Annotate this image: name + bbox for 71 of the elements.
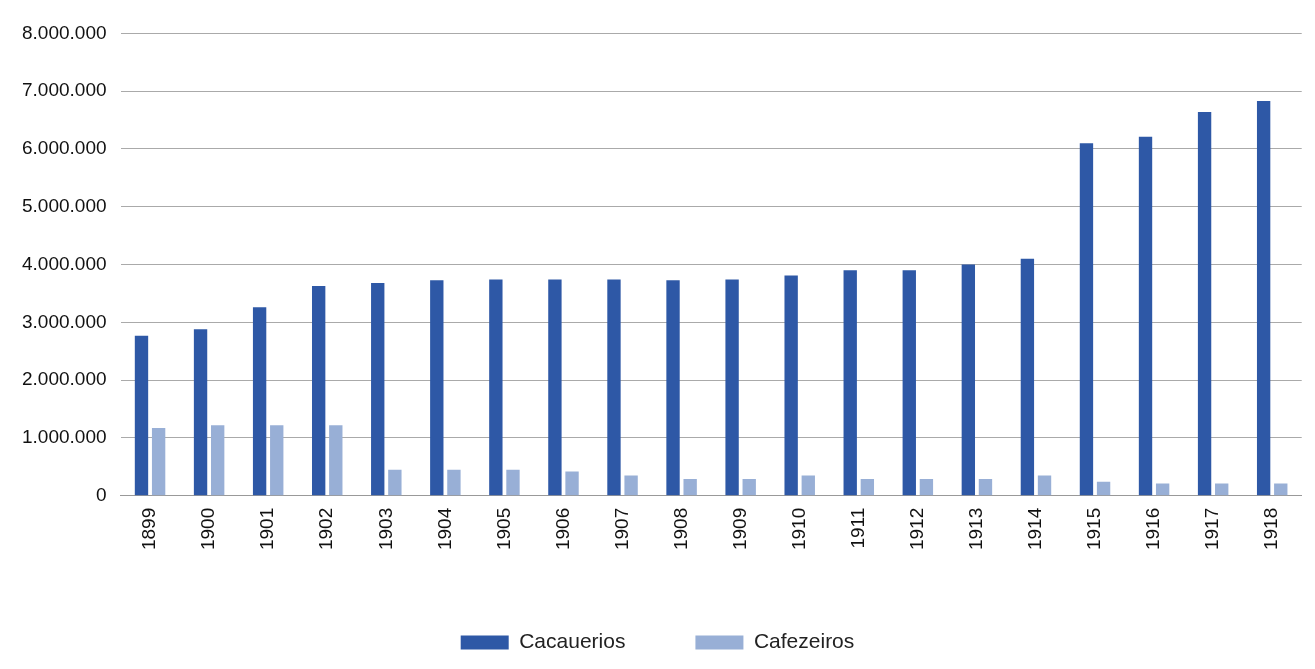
x-tick-label: 1906	[551, 507, 573, 551]
bar	[1215, 483, 1229, 496]
bar	[1138, 136, 1153, 496]
y-tick-label: 7.000.000	[21, 79, 107, 101]
bar	[371, 283, 385, 496]
bar	[978, 478, 993, 496]
x-tick-label: 1901	[256, 507, 278, 551]
bar	[447, 469, 461, 496]
x-tick-label: 1905	[492, 507, 514, 551]
bar	[506, 469, 520, 496]
bar	[860, 478, 875, 496]
x-tick-label: 1917	[1201, 507, 1223, 551]
x-tick-label: 1903	[374, 507, 396, 551]
bar	[211, 425, 225, 496]
bar	[1155, 483, 1170, 496]
bar	[902, 270, 916, 496]
y-tick-label: 8.000.000	[21, 21, 107, 43]
y-tick-label: 4.000.000	[21, 252, 107, 274]
x-tick-label: 1899	[138, 507, 160, 551]
x-tick-label: 1916	[1142, 507, 1164, 551]
bar	[134, 335, 149, 496]
legend-label: Cafezeiros	[753, 629, 855, 653]
bar	[193, 329, 208, 496]
bar	[548, 279, 562, 496]
bar	[430, 280, 444, 496]
x-tick-label: 1915	[1083, 507, 1105, 551]
bar	[270, 425, 284, 496]
x-tick-label: 1912	[906, 507, 928, 551]
x-tick-label: 1904	[433, 507, 455, 551]
bar	[843, 270, 857, 496]
x-tick-label: 1914	[1024, 507, 1046, 551]
bar	[919, 478, 934, 496]
bar	[1256, 101, 1271, 496]
bar	[1197, 112, 1212, 496]
bar	[961, 264, 976, 496]
bar	[1037, 475, 1052, 496]
y-tick-label: 1.000.000	[21, 426, 107, 448]
bar	[666, 280, 680, 496]
x-tick-label: 1909	[728, 507, 750, 551]
bar	[683, 478, 697, 496]
bar	[329, 425, 343, 496]
bar	[388, 469, 402, 496]
bar	[565, 471, 579, 496]
bar	[725, 279, 739, 496]
x-tick-label: 1902	[315, 507, 337, 551]
bar	[1020, 258, 1035, 496]
bar	[489, 279, 503, 496]
bar	[151, 428, 166, 496]
bar	[1274, 483, 1288, 496]
y-tick-label: 6.000.000	[21, 137, 107, 159]
x-tick-label: 1908	[669, 507, 691, 551]
y-tick-label: 5.000.000	[21, 195, 107, 217]
x-tick-label: 1918	[1260, 507, 1282, 551]
bar	[801, 475, 815, 496]
x-tick-label: 1913	[965, 507, 987, 551]
y-tick-label: 0	[95, 483, 107, 505]
bar	[311, 285, 326, 496]
bar	[784, 275, 798, 496]
bar	[252, 307, 267, 496]
bar	[1079, 143, 1094, 496]
y-tick-label: 2.000.000	[21, 368, 107, 390]
bar	[1096, 481, 1111, 496]
legend-label: Cacauerios	[519, 629, 626, 653]
bar	[624, 475, 638, 496]
x-tick-label: 1911	[847, 507, 869, 549]
y-tick-label: 3.000.000	[21, 310, 107, 332]
x-tick-label: 1910	[787, 507, 809, 551]
x-tick-label: 1907	[610, 507, 632, 551]
x-tick-label: 1900	[197, 507, 219, 551]
bar	[742, 478, 756, 496]
bar	[607, 279, 621, 496]
